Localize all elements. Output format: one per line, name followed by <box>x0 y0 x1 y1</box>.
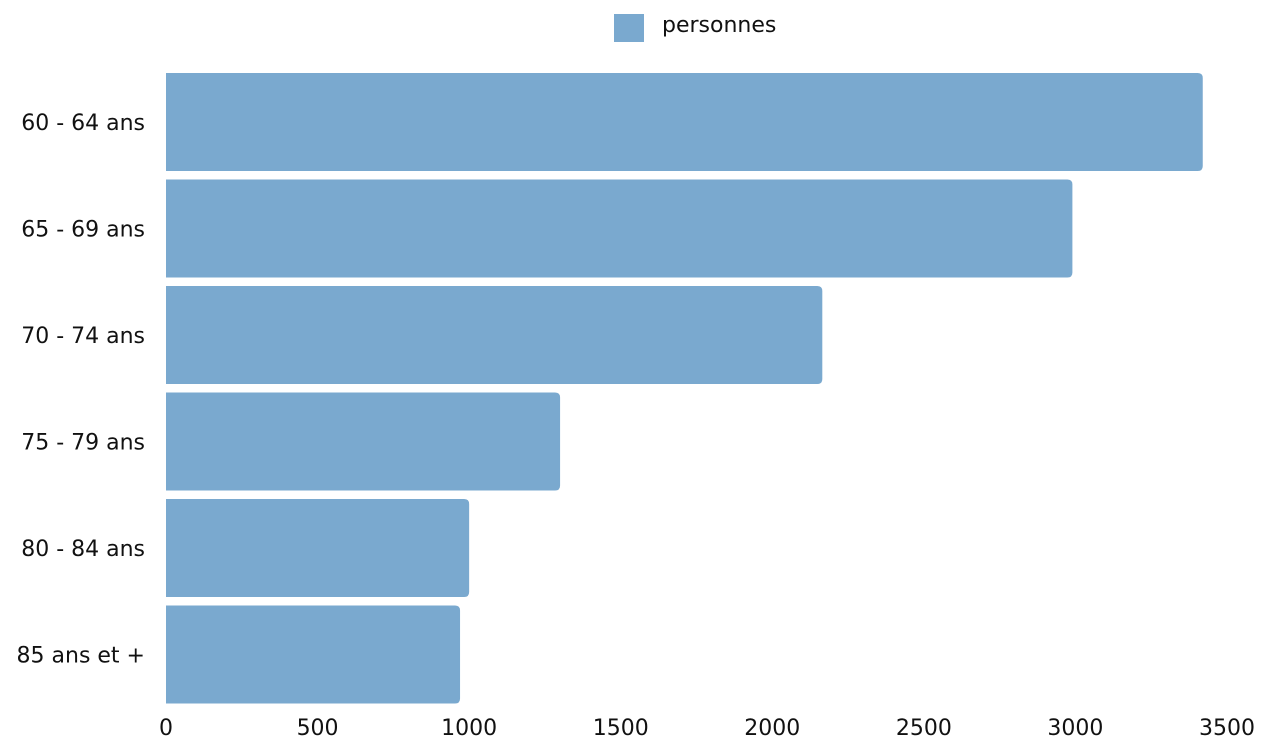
legend-label: personnes <box>662 13 776 38</box>
x-tick-label: 1000 <box>441 716 497 740</box>
category-label: 65 - 69 ans <box>21 218 145 243</box>
x-tick-label: 3500 <box>1199 716 1255 740</box>
bar-3 <box>166 392 561 491</box>
x-axis-tick-labels: 0 500 1000 1500 2000 2500 3000 3500 <box>159 716 1255 740</box>
x-tick-label: 0 <box>159 716 173 740</box>
x-tick-label: 2500 <box>896 716 952 740</box>
bar-0 <box>166 73 1203 171</box>
bar-2 <box>166 286 823 384</box>
x-tick-label: 3000 <box>1047 716 1103 740</box>
bar-5 <box>166 605 461 704</box>
bar-4 <box>166 499 470 597</box>
bar-1 <box>166 179 1073 278</box>
bars-group <box>166 73 1203 704</box>
category-label: 70 - 74 ans <box>21 324 145 349</box>
category-label: 60 - 64 ans <box>21 111 145 136</box>
category-label: 85 ans et + <box>17 644 145 669</box>
x-tick-label: 500 <box>297 716 339 740</box>
category-label: 80 - 84 ans <box>21 537 145 562</box>
category-labels: 60 - 64 ans 65 - 69 ans 70 - 74 ans 75 - 79… <box>17 111 145 669</box>
x-tick-label: 1500 <box>593 716 649 740</box>
category-label: 75 - 79 ans <box>21 431 145 456</box>
legend-swatch <box>614 14 644 42</box>
legend: personnes <box>614 13 776 42</box>
x-tick-label: 2000 <box>744 716 800 740</box>
